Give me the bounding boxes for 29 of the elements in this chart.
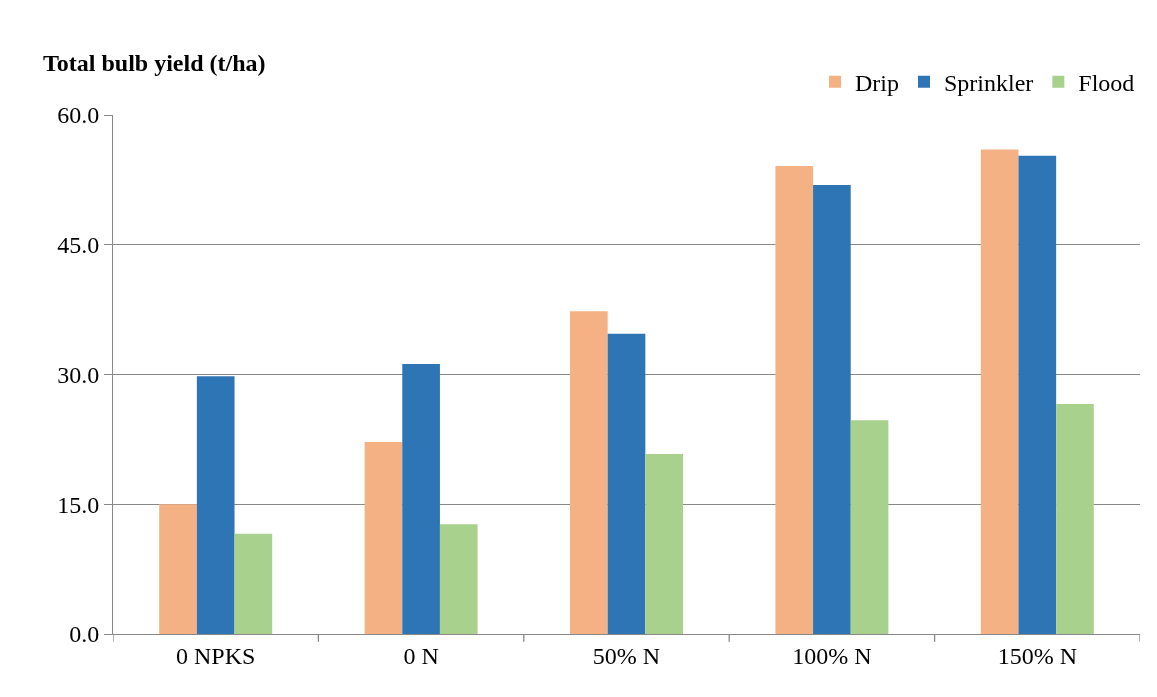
x-tick-label: 150% N [997,642,1077,669]
bar [196,376,235,634]
y-tick-label: 60.0 [57,102,100,129]
bar [850,420,889,634]
y-axis-title: Total bulb yield (t/ha) [43,50,266,76]
y-tick-label: 30.0 [57,361,100,388]
x-tick-label: 0 N [403,642,439,669]
x-tick-label: 50% N [592,642,661,669]
bar [645,454,683,634]
bar [570,311,608,634]
bar [607,333,646,634]
bar [402,364,440,634]
bar [1056,403,1094,634]
bar [234,533,273,634]
y-tick-label: 0.0 [69,621,100,648]
x-tick-label: 100% N [792,642,872,669]
x-tick-label: 0 NPKS [176,642,256,669]
bar [1018,155,1057,634]
bar [775,166,814,634]
y-tick-label: 15.0 [57,491,100,518]
bar [980,149,1019,634]
bar [439,524,478,634]
bar [813,185,851,634]
legend-label: Flood [1078,70,1135,97]
bar [159,504,197,634]
legend-label: Sprinkler [944,70,1034,97]
legend-label: Drip [855,70,899,97]
bar [364,441,403,634]
y-tick-label: 45.0 [57,232,100,259]
